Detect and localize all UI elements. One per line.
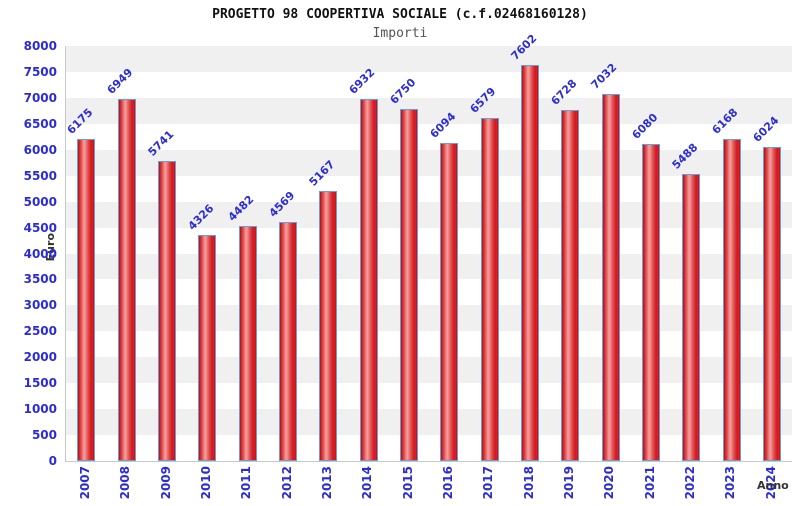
x-axis-title: Anno [757,479,789,492]
y-tick-label: 3500 [23,272,57,287]
grid-band [66,253,792,280]
plot-area: 6175 6949 5741 4326 4482 4569 5167 6932 6750 6094… [65,32,792,462]
y-tick-label: 8000 [23,39,57,53]
x-tick-label: 2023 [723,466,738,500]
grid-band [66,331,792,358]
y-tick-label: 500 [31,428,57,443]
y-tick-label: 5500 [23,168,57,183]
x-tick-label: 2009 [158,466,173,500]
y-tick-label: 7500 [23,64,57,79]
grid-band [66,383,792,410]
y-tick-label: 1000 [23,402,57,417]
x-tick-label: 2011 [239,466,254,500]
grid-band [66,175,792,202]
grid-band [66,305,792,332]
bar [278,222,297,461]
y-tick-label: 6500 [23,116,57,131]
x-tick-label: 2017 [481,466,496,500]
bar [238,226,257,461]
bar [682,174,701,461]
grid-band [66,46,792,72]
y-tick-label: 5000 [23,194,57,209]
bar [117,99,136,461]
x-tick-label: 2012 [279,466,294,500]
bar [440,143,459,461]
grid-band [66,227,792,254]
chart-title: PROGETTO 98 COOPERTIVA SOCIALE (c.f.0246… [212,7,588,22]
x-tick-label: 2020 [602,466,617,500]
grid-band [66,279,792,306]
grid-band [66,357,792,384]
x-tick-label: 2014 [360,466,375,500]
x-tick-label: 2015 [400,466,415,500]
x-tick-label: 2022 [683,466,698,500]
y-tick-label: 3000 [23,298,57,313]
y-tick-label: 4000 [23,246,57,261]
grid-band [66,409,792,436]
chart-subtitle: Importi [372,26,428,41]
x-tick-label: 2008 [118,466,133,500]
x-tick-label: 2013 [320,466,335,500]
bar [399,109,418,461]
x-tick-label: 2010 [199,466,214,500]
bar [601,94,620,461]
bar [198,235,217,461]
bar [77,139,96,461]
bar [561,110,580,461]
grid-band [66,435,792,461]
x-tick-label: 2007 [78,466,93,500]
x-tick-label: 2021 [642,466,657,500]
grid-band [66,201,792,228]
bar [722,139,741,461]
y-tick-label: 6000 [23,142,57,157]
y-tick-label: 2000 [23,350,57,365]
grid-band [66,123,792,150]
bar [157,161,176,461]
bar [641,144,660,461]
y-tick-label: 7000 [23,90,57,105]
grid-band [66,97,792,124]
y-tick-label: 2500 [23,324,57,339]
x-tick-label: 2016 [441,466,456,500]
grid-band [66,71,792,98]
y-tick-label: 4500 [23,220,57,235]
y-tick-label: 0 [48,454,57,468]
bar [319,191,338,461]
bar [762,147,781,461]
grid-band [66,149,792,176]
x-tick-label: 2018 [521,466,536,500]
bar [520,65,539,461]
y-tick-label: 1500 [23,376,57,391]
bar [480,118,499,461]
x-tick-label: 2019 [562,466,577,500]
bar [359,99,378,461]
